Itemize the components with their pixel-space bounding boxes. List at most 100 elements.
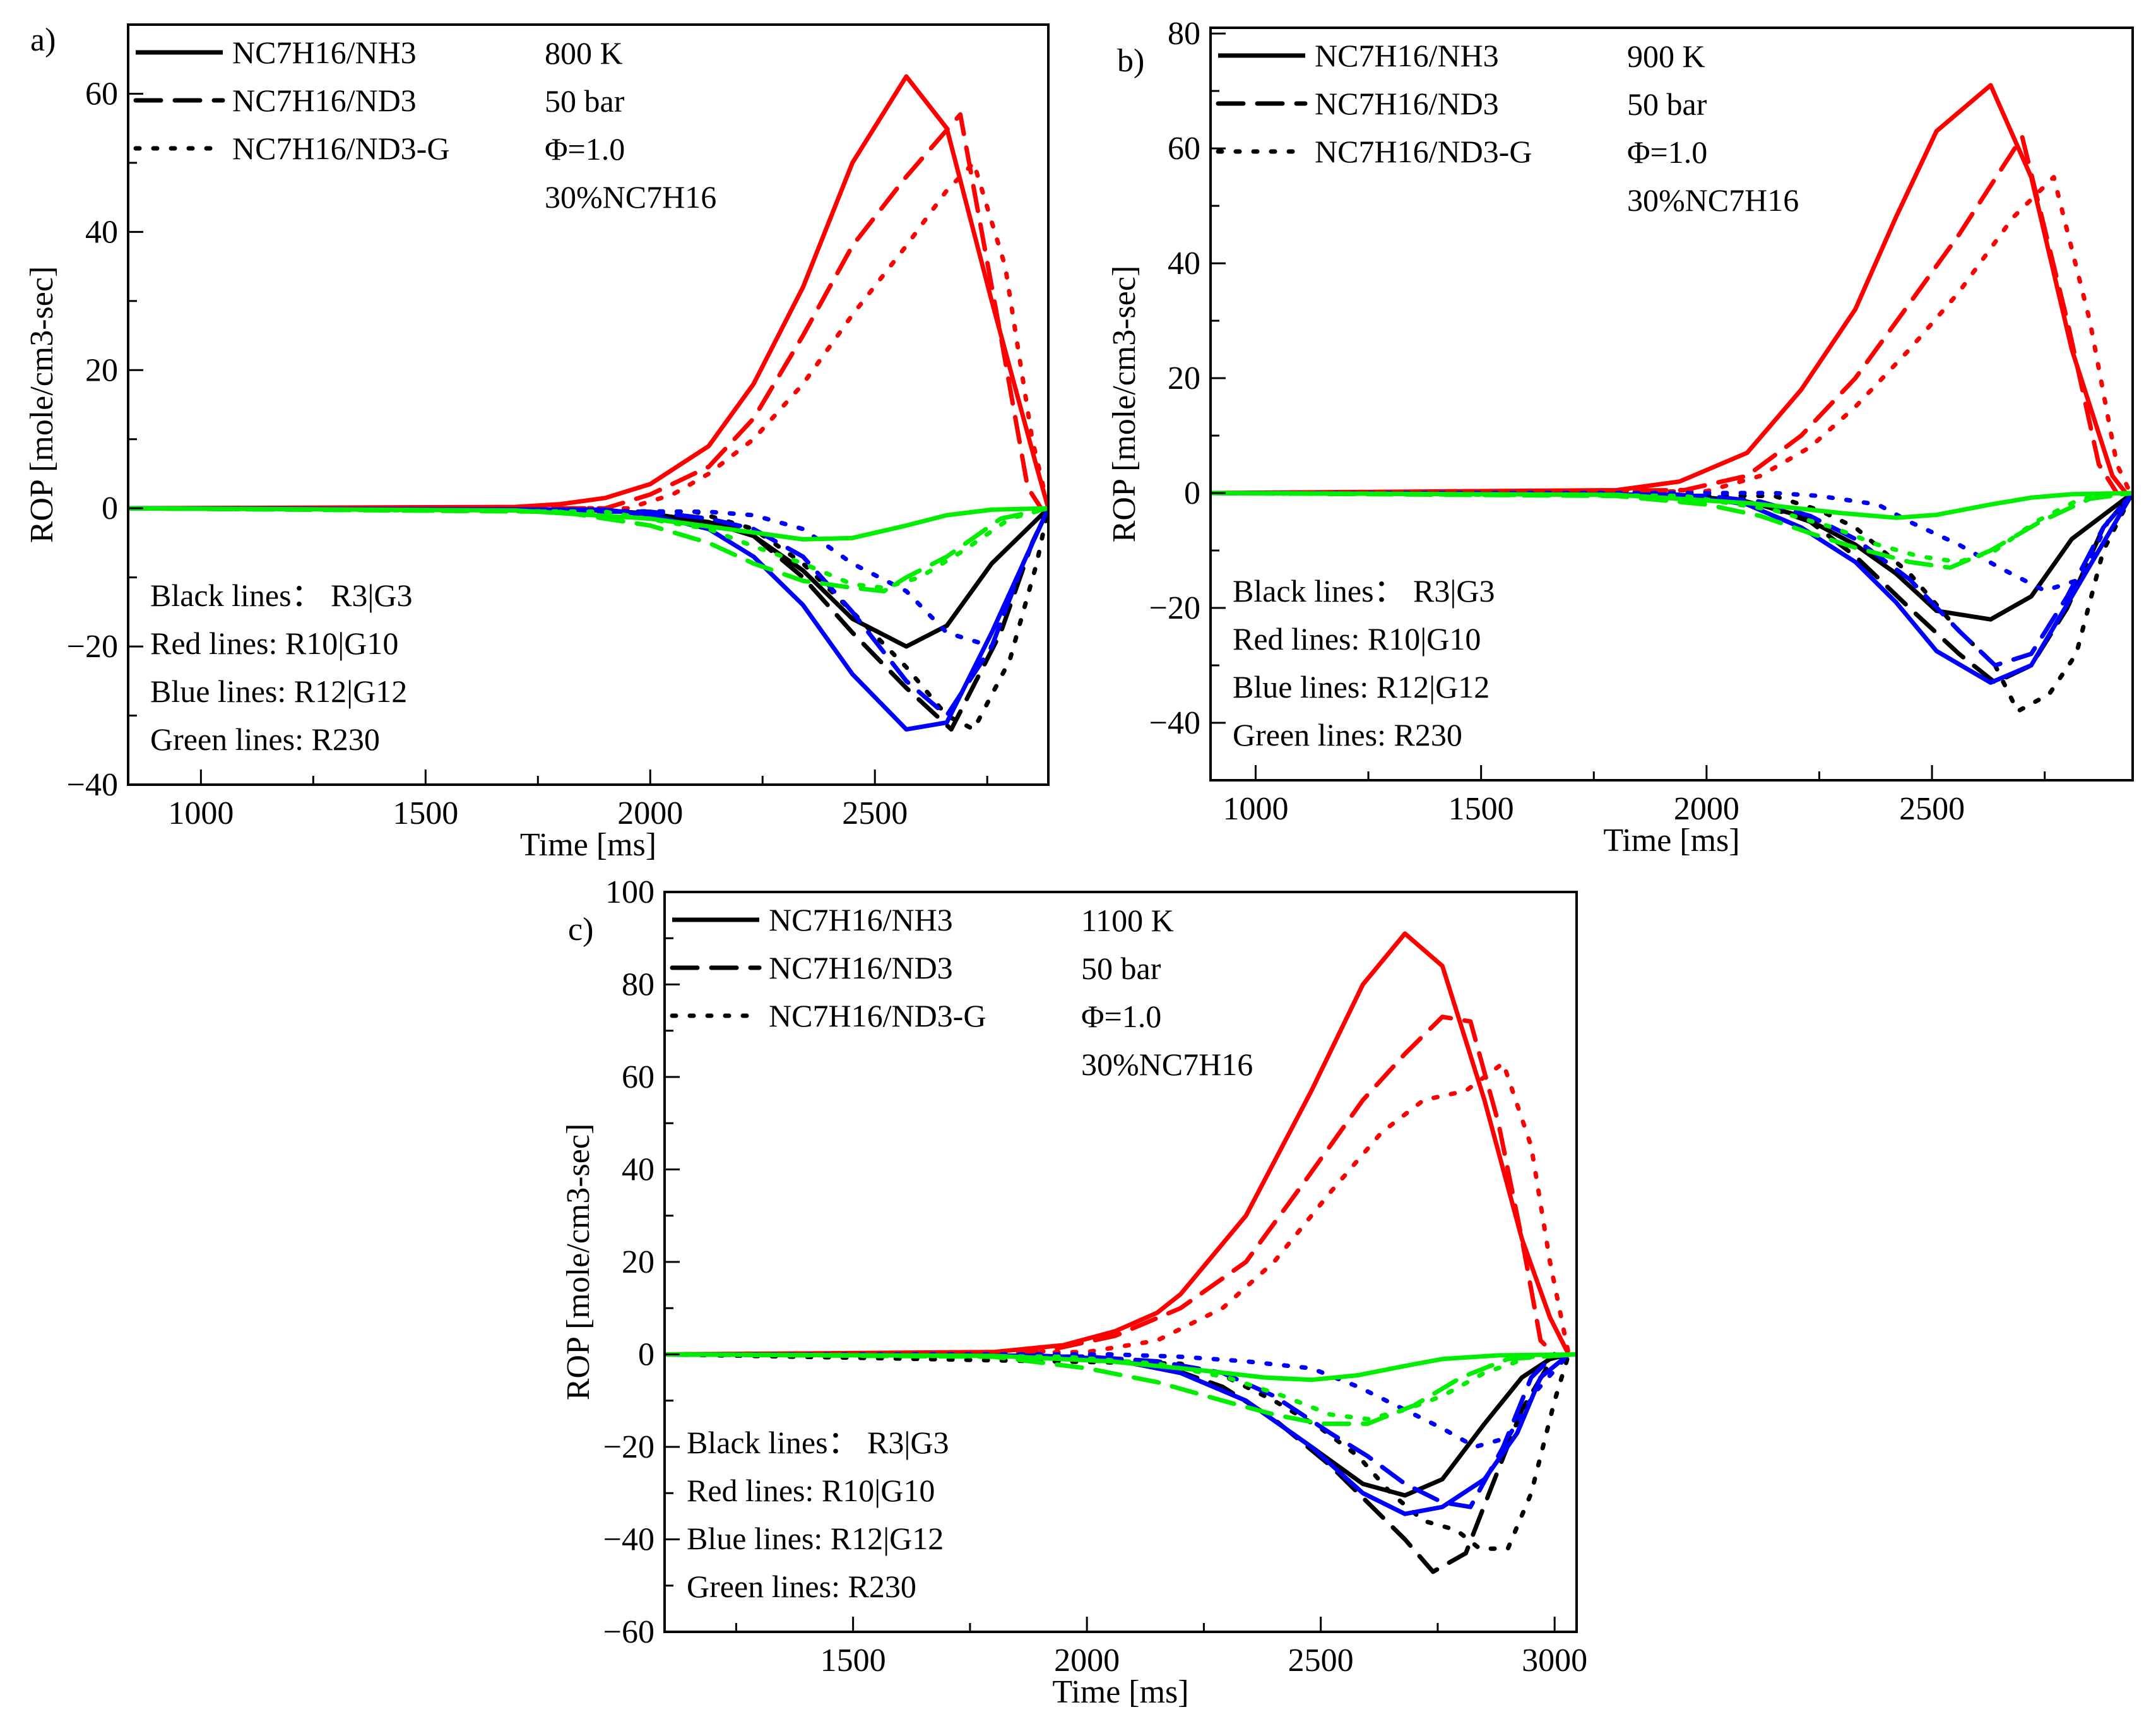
color-key-annotation: Red lines: R10|G10 [150, 626, 398, 661]
x-tick-label: 2000 [617, 795, 683, 831]
color-key-annotation: Blue lines: R12|G12 [150, 674, 407, 709]
panel-label: b) [1117, 43, 1144, 79]
x-tick-label: 2500 [1899, 791, 1965, 827]
x-tick-label: 2000 [1674, 791, 1739, 827]
series-line [1211, 490, 2133, 593]
color-key-annotation: Red lines: R10|G10 [687, 1473, 935, 1508]
plot-frame [1209, 27, 2134, 782]
legend-label: NC7H16/ND3 [1315, 86, 1499, 121]
y-tick-label: −40 [67, 767, 118, 803]
y-tick-label: 40 [85, 214, 118, 250]
y-tick-label: 60 [85, 76, 118, 112]
x-tick-label: 1500 [1448, 791, 1514, 827]
y-tick-label: 20 [85, 352, 118, 388]
color-key-annotation: Green lines: R230 [1233, 717, 1462, 752]
condition-annotation: 50 bar [1627, 86, 1707, 122]
y-tick-label: 20 [622, 1244, 654, 1280]
panel-label: a) [30, 22, 56, 58]
series-line [128, 506, 1048, 593]
series-line [1211, 134, 2119, 496]
series-group [665, 931, 1577, 1574]
series-line [129, 74, 1048, 511]
panel-label: c) [568, 912, 593, 948]
chart-panel-1: 1000 1500 2000 2500 −40 −20 0 20 40 60 80 Time [ms]… [1106, 16, 2134, 859]
y-tick-label: 100 [605, 874, 654, 910]
series-line [665, 1352, 1577, 1426]
series-line [1211, 490, 2133, 570]
y-tick-label: 40 [1168, 246, 1200, 282]
legend-label: NC7H16/ND3-G [1315, 134, 1532, 169]
chart-panel-2: 1500 2000 2500 3000 −60 −40 −20 0 20 40 60 80 100 Tim… [560, 874, 1587, 1710]
y-tick-label: 80 [622, 967, 654, 1003]
y-tick-label: 80 [1168, 16, 1200, 52]
x-tick-label: 2500 [1288, 1643, 1354, 1679]
legend-label: NC7H16/ND3 [769, 950, 953, 985]
series-line [665, 1352, 1577, 1422]
series-line [1211, 175, 2133, 496]
series-line [128, 506, 1048, 718]
y-axis-label: ROP [mole/cm3-sec] [24, 266, 60, 544]
condition-annotation: 50 bar [1081, 951, 1161, 986]
x-tick-label: 3000 [1522, 1643, 1587, 1679]
series-line [1211, 490, 2133, 520]
x-axis-label: Time [ms] [1052, 1674, 1188, 1710]
x-tick-label: 1000 [168, 795, 234, 831]
series-line [665, 1352, 1557, 1509]
color-key-annotation: Red lines: R10|G10 [1233, 621, 1481, 657]
series-line [665, 1352, 1571, 1449]
series-group [1211, 83, 2133, 714]
series-line [128, 160, 1048, 511]
y-tick-label: 60 [1168, 131, 1200, 167]
x-tick-label: 2500 [842, 795, 908, 831]
condition-annotation: 30%NC7H16 [545, 179, 716, 215]
condition-annotation: 1100 K [1081, 903, 1174, 938]
series-line [128, 506, 1048, 649]
condition-annotation: Φ=1.0 [1627, 134, 1707, 170]
y-tick-label: −20 [67, 629, 118, 665]
x-axis-label: Time [ms] [520, 827, 656, 863]
color-key-annotation: Blue lines: R12|G12 [687, 1521, 944, 1556]
y-tick-label: −20 [1149, 590, 1200, 626]
series-line [666, 931, 1571, 1357]
legend-label: NC7H16/ND3-G [769, 998, 986, 1033]
condition-annotation: Φ=1.0 [545, 131, 625, 167]
condition-annotation: 30%NC7H16 [1627, 182, 1799, 218]
color-key-annotation: Black lines： R3|G3 [687, 1425, 949, 1460]
condition-annotation: Φ=1.0 [1081, 999, 1161, 1034]
series-line [128, 506, 1048, 590]
y-axis-label: ROP [mole/cm3-sec] [560, 1124, 596, 1401]
x-tick-label: 1500 [820, 1643, 886, 1679]
y-tick-label: −40 [603, 1522, 654, 1558]
series-line [1211, 490, 2133, 564]
condition-annotation: 800 K [545, 35, 623, 71]
legend-label: NC7H16/NH3 [1315, 38, 1499, 73]
y-tick-label: 60 [622, 1059, 654, 1095]
chart-panel-0: 1000 1500 2000 2500 −40 −20 0 20 40 60 Time [ms] RO… [24, 22, 1050, 863]
series-line [665, 1352, 1557, 1574]
y-tick-label: 40 [622, 1152, 654, 1188]
x-tick-label: 1000 [1223, 791, 1288, 827]
y-tick-label: 0 [102, 490, 118, 526]
series-group [128, 74, 1048, 732]
color-key-annotation: Black lines： R3|G3 [1233, 573, 1495, 609]
y-tick-label: −40 [1149, 705, 1200, 741]
series-line [1211, 490, 2133, 685]
x-tick-label: 1500 [393, 795, 458, 831]
series-line [128, 112, 1044, 511]
y-tick-label: −20 [603, 1429, 654, 1465]
x-axis-label: Time [ms] [1603, 823, 1739, 859]
series-line [665, 1061, 1571, 1357]
color-key-annotation: Black lines： R3|G3 [150, 578, 413, 613]
y-tick-label: 0 [638, 1337, 654, 1373]
color-key-annotation: Green lines: R230 [150, 722, 380, 757]
series-line [666, 1352, 1577, 1382]
series-line [1211, 490, 2133, 668]
y-tick-label: 0 [1184, 475, 1200, 511]
color-key-annotation: Green lines: R230 [687, 1569, 916, 1604]
y-tick-label: 20 [1168, 360, 1200, 396]
color-key-annotation: Blue lines: R12|G12 [1233, 669, 1490, 705]
condition-annotation: 900 K [1627, 39, 1705, 74]
y-tick-label: −60 [603, 1614, 654, 1650]
legend-label: NC7H16/NH3 [769, 902, 953, 937]
